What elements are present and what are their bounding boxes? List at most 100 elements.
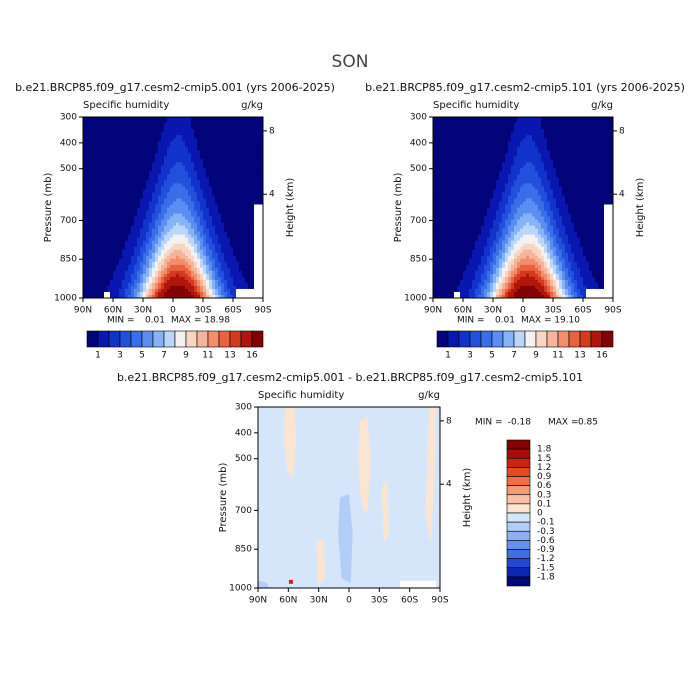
field-cell xyxy=(176,171,180,175)
field-cell xyxy=(475,207,479,211)
field-cell xyxy=(164,273,168,278)
field-cell xyxy=(149,210,153,214)
field-cell xyxy=(451,249,455,254)
field-cell xyxy=(131,207,135,211)
field-cell xyxy=(152,240,156,245)
colorbar-box xyxy=(119,330,132,348)
field-cell xyxy=(197,198,201,202)
field-cell xyxy=(137,159,141,163)
field-cell xyxy=(236,177,240,181)
field-cell xyxy=(83,225,87,230)
field-cell xyxy=(218,165,222,169)
field-cell xyxy=(194,135,198,139)
field-cell xyxy=(95,237,99,242)
field-cell xyxy=(215,231,219,236)
field-cell xyxy=(257,141,261,145)
field-cell xyxy=(212,120,216,124)
field-cell xyxy=(143,288,147,293)
field-cell xyxy=(218,198,222,202)
field-cell xyxy=(173,120,177,124)
field-cell xyxy=(242,237,246,242)
field-cell xyxy=(134,180,138,184)
field-cell xyxy=(149,276,153,281)
field-cell xyxy=(445,213,449,217)
field-cell xyxy=(445,186,449,190)
field-cell xyxy=(83,186,87,190)
field-cell xyxy=(170,207,174,211)
field-cell xyxy=(242,171,246,175)
field-cell xyxy=(218,210,222,214)
field-cell xyxy=(134,117,138,121)
field-cell xyxy=(128,159,132,163)
field-cell xyxy=(89,237,93,242)
field-cell xyxy=(436,207,440,211)
field-cell xyxy=(140,237,144,242)
field-cell xyxy=(248,267,252,272)
field-cell xyxy=(442,243,446,248)
field-cell xyxy=(457,153,461,157)
field-cell xyxy=(152,147,156,151)
field-cell xyxy=(233,258,237,263)
field-cell xyxy=(236,270,240,275)
field-cell xyxy=(251,231,255,236)
field-cell xyxy=(182,216,186,220)
field-cell xyxy=(188,171,192,175)
field-cell xyxy=(460,183,464,187)
field-cell xyxy=(95,195,99,199)
field-cell xyxy=(460,186,464,190)
field-cell xyxy=(182,117,186,121)
field-cell xyxy=(137,132,141,136)
field-cell xyxy=(490,207,494,211)
field-cell xyxy=(463,279,467,284)
field-cell xyxy=(463,141,467,145)
field-cell xyxy=(451,183,455,187)
field-cell xyxy=(167,186,171,190)
field-cell xyxy=(499,141,503,145)
field-cell xyxy=(475,195,479,199)
field-cell xyxy=(149,189,153,193)
field-cell xyxy=(104,249,108,254)
field-cell xyxy=(146,126,150,130)
field-cell xyxy=(86,207,90,211)
field-cell xyxy=(176,258,180,263)
field-cell xyxy=(460,219,464,223)
field-cell xyxy=(457,183,461,187)
field-cell xyxy=(248,195,252,199)
field-cell xyxy=(152,183,156,187)
field-cell xyxy=(448,165,452,169)
field-cell xyxy=(173,231,177,236)
field-cell xyxy=(89,258,93,263)
field-cell xyxy=(487,171,491,175)
field-cell xyxy=(451,264,455,269)
field-cell xyxy=(233,270,237,275)
field-cell xyxy=(194,225,198,230)
field-cell xyxy=(209,120,213,124)
field-cell xyxy=(236,144,240,148)
field-cell xyxy=(170,159,174,163)
field-cell xyxy=(496,201,500,205)
field-cell xyxy=(460,135,464,139)
field-cell xyxy=(134,210,138,214)
field-cell xyxy=(182,141,186,145)
field-cell xyxy=(92,168,96,172)
field-cell xyxy=(472,138,476,142)
field-cell xyxy=(218,288,222,293)
field-cell xyxy=(436,240,440,245)
field-cell xyxy=(254,171,258,175)
field-cell xyxy=(203,117,207,121)
field-cell xyxy=(83,219,87,223)
field-cell xyxy=(254,288,258,293)
field-cell xyxy=(137,171,141,175)
field-cell xyxy=(463,222,467,226)
field-cell xyxy=(158,192,162,196)
field-cell xyxy=(158,135,162,139)
field-cell xyxy=(203,135,207,139)
field-cell xyxy=(164,294,168,299)
field-cell xyxy=(161,138,165,142)
field-cell xyxy=(218,219,222,223)
field-cell xyxy=(493,237,497,242)
field-cell xyxy=(233,222,237,226)
field-cell xyxy=(206,147,210,151)
field-cell xyxy=(161,270,165,275)
field-cell xyxy=(451,294,455,299)
